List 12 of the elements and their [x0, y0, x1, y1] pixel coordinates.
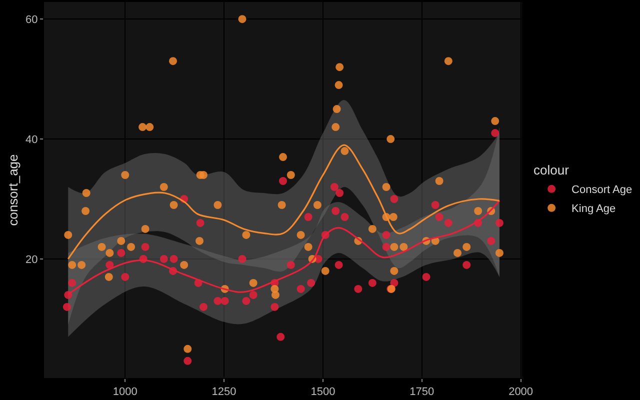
- x-tick-label: 1250: [212, 386, 236, 398]
- x-tick-label: 1750: [410, 386, 434, 398]
- x-tick-label: 1000: [112, 386, 138, 398]
- legend-label: Consort Age: [572, 184, 632, 196]
- x-tick-label: 1500: [310, 386, 336, 398]
- legend-title: colour: [534, 162, 570, 178]
- y-tick-label: 20: [26, 254, 38, 266]
- x-tick-label: 2000: [508, 386, 534, 398]
- y-tick-label: 60: [26, 14, 38, 26]
- y-axis-title: consort_age: [6, 154, 20, 226]
- y-tick-label: 40: [26, 134, 38, 146]
- legend-label: King Age: [572, 203, 616, 216]
